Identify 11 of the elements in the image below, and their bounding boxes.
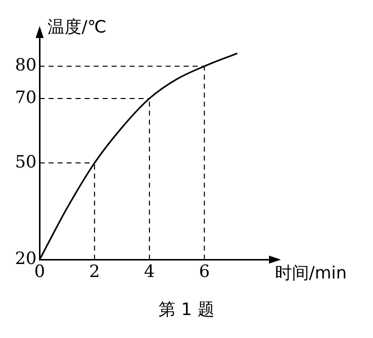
y-tick-label: 80 [14,56,37,76]
y-axis-title: 温度/℃ [48,17,106,38]
x-tick-label: 0 [34,262,46,282]
x-tick-label: 6 [198,262,210,282]
x-axis-title: 时间/min [275,264,347,284]
x-tick-label: 2 [89,262,100,282]
y-tick-label: 50 [14,152,37,172]
x-tick-label: 4 [144,262,155,282]
text: 第 1 题 [158,299,216,321]
y-tick-label: 20 [14,249,37,270]
y-tick-label: 70 [14,88,37,108]
